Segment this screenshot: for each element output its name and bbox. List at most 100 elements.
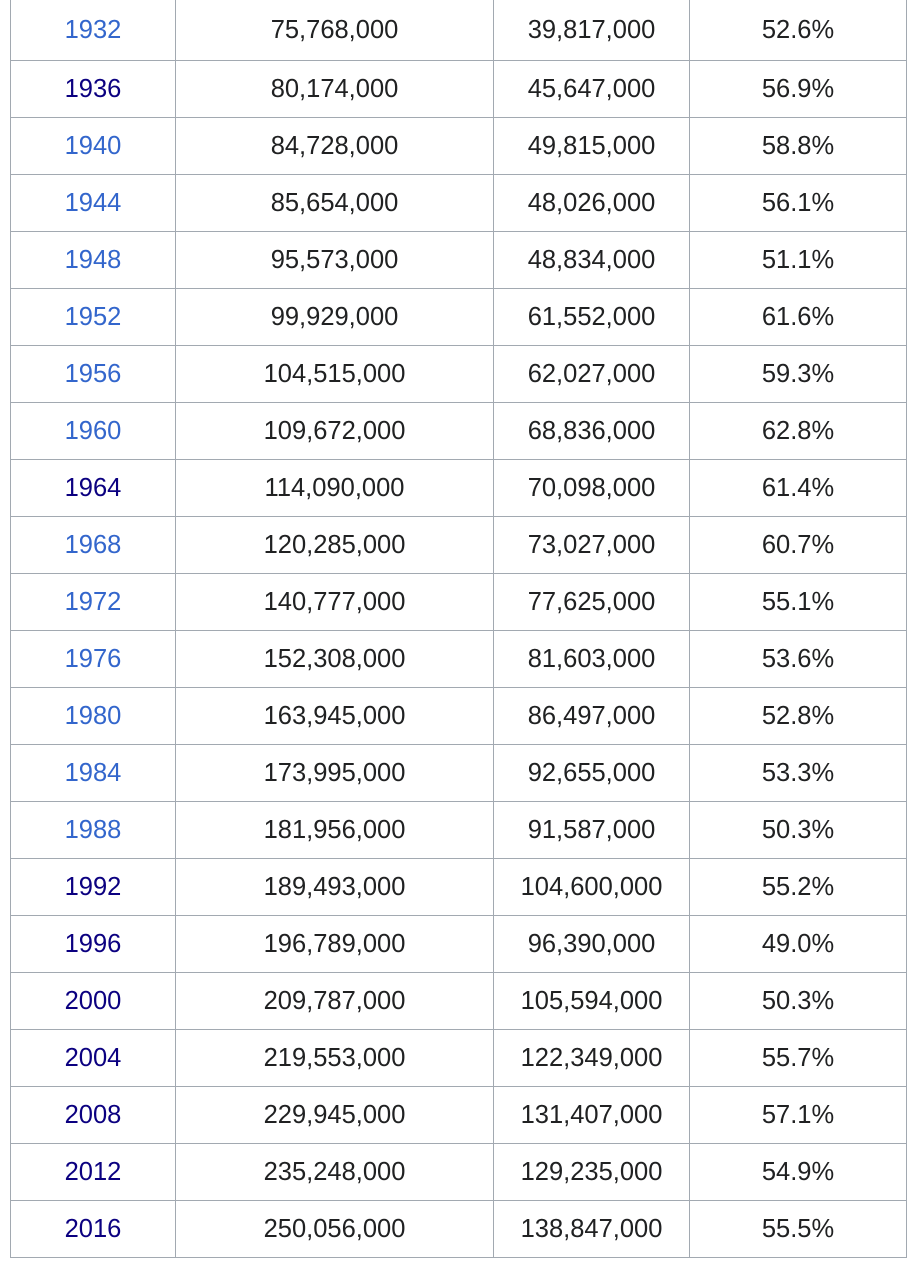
population-cell: 250,056,000 xyxy=(175,1200,494,1258)
year-link[interactable]: 1992 xyxy=(10,858,176,916)
year-link[interactable]: 1940 xyxy=(10,117,176,175)
table-row: 1960 109,672,000 68,836,000 62.8% xyxy=(10,402,907,460)
turnout-cell: 54.9% xyxy=(689,1143,907,1201)
table-row: 1932 75,768,000 39,817,000 52.6% xyxy=(10,0,907,61)
votes-cell: 105,594,000 xyxy=(493,972,690,1030)
turnout-cell: 55.1% xyxy=(689,573,907,631)
votes-cell: 104,600,000 xyxy=(493,858,690,916)
votes-cell: 48,026,000 xyxy=(493,174,690,232)
year-link[interactable]: 1988 xyxy=(10,801,176,859)
population-cell: 152,308,000 xyxy=(175,630,494,688)
votes-cell: 131,407,000 xyxy=(493,1086,690,1144)
table-row: 1952 99,929,000 61,552,000 61.6% xyxy=(10,288,907,346)
turnout-cell: 56.9% xyxy=(689,60,907,118)
turnout-cell: 50.3% xyxy=(689,801,907,859)
population-cell: 181,956,000 xyxy=(175,801,494,859)
table-row: 2008 229,945,000 131,407,000 57.1% xyxy=(10,1086,907,1144)
votes-cell: 73,027,000 xyxy=(493,516,690,574)
year-link[interactable]: 1972 xyxy=(10,573,176,631)
year-link[interactable]: 1984 xyxy=(10,744,176,802)
year-link[interactable]: 2016 xyxy=(10,1200,176,1258)
turnout-cell: 62.8% xyxy=(689,402,907,460)
population-cell: 104,515,000 xyxy=(175,345,494,403)
turnout-cell: 53.6% xyxy=(689,630,907,688)
table-row: 1968 120,285,000 73,027,000 60.7% xyxy=(10,516,907,574)
year-link[interactable]: 1964 xyxy=(10,459,176,517)
votes-cell: 49,815,000 xyxy=(493,117,690,175)
table-row: 1944 85,654,000 48,026,000 56.1% xyxy=(10,174,907,232)
turnout-cell: 59.3% xyxy=(689,345,907,403)
year-link[interactable]: 2012 xyxy=(10,1143,176,1201)
year-link[interactable]: 1996 xyxy=(10,915,176,973)
table-row: 1964 114,090,000 70,098,000 61.4% xyxy=(10,459,907,517)
year-link[interactable]: 2008 xyxy=(10,1086,176,1144)
population-cell: 196,789,000 xyxy=(175,915,494,973)
population-cell: 120,285,000 xyxy=(175,516,494,574)
votes-cell: 48,834,000 xyxy=(493,231,690,289)
year-link[interactable]: 1936 xyxy=(10,60,176,118)
votes-cell: 122,349,000 xyxy=(493,1029,690,1087)
turnout-cell: 55.2% xyxy=(689,858,907,916)
votes-cell: 91,587,000 xyxy=(493,801,690,859)
population-cell: 80,174,000 xyxy=(175,60,494,118)
year-link[interactable]: 1932 xyxy=(10,0,176,61)
year-link[interactable]: 1944 xyxy=(10,174,176,232)
turnout-cell: 61.4% xyxy=(689,459,907,517)
votes-cell: 77,625,000 xyxy=(493,573,690,631)
table-row: 1940 84,728,000 49,815,000 58.8% xyxy=(10,117,907,175)
year-link[interactable]: 2004 xyxy=(10,1029,176,1087)
table-row: 2004 219,553,000 122,349,000 55.7% xyxy=(10,1029,907,1087)
population-cell: 109,672,000 xyxy=(175,402,494,460)
votes-cell: 86,497,000 xyxy=(493,687,690,745)
population-cell: 163,945,000 xyxy=(175,687,494,745)
turnout-cell: 55.7% xyxy=(689,1029,907,1087)
population-cell: 189,493,000 xyxy=(175,858,494,916)
year-link[interactable]: 1980 xyxy=(10,687,176,745)
turnout-cell: 52.8% xyxy=(689,687,907,745)
population-cell: 229,945,000 xyxy=(175,1086,494,1144)
year-link[interactable]: 1952 xyxy=(10,288,176,346)
year-link[interactable]: 2000 xyxy=(10,972,176,1030)
votes-cell: 96,390,000 xyxy=(493,915,690,973)
year-link[interactable]: 1960 xyxy=(10,402,176,460)
votes-cell: 129,235,000 xyxy=(493,1143,690,1201)
table-body: 1932 75,768,000 39,817,000 52.6% 1936 80,174,… xyxy=(10,0,907,1258)
population-cell: 219,553,000 xyxy=(175,1029,494,1087)
table-row: 1980 163,945,000 86,497,000 52.8% xyxy=(10,687,907,745)
turnout-cell: 53.3% xyxy=(689,744,907,802)
turnout-cell: 51.1% xyxy=(689,231,907,289)
table-row: 1988 181,956,000 91,587,000 50.3% xyxy=(10,801,907,859)
table-row: 1936 80,174,000 45,647,000 56.9% xyxy=(10,60,907,118)
votes-cell: 70,098,000 xyxy=(493,459,690,517)
votes-cell: 61,552,000 xyxy=(493,288,690,346)
votes-cell: 81,603,000 xyxy=(493,630,690,688)
votes-cell: 138,847,000 xyxy=(493,1200,690,1258)
table-row: 2012 235,248,000 129,235,000 54.9% xyxy=(10,1143,907,1201)
turnout-cell: 57.1% xyxy=(689,1086,907,1144)
table-row: 2000 209,787,000 105,594,000 50.3% xyxy=(10,972,907,1030)
votes-cell: 39,817,000 xyxy=(493,0,690,61)
votes-cell: 45,647,000 xyxy=(493,60,690,118)
population-cell: 235,248,000 xyxy=(175,1143,494,1201)
votes-cell: 68,836,000 xyxy=(493,402,690,460)
turnout-cell: 50.3% xyxy=(689,972,907,1030)
population-cell: 99,929,000 xyxy=(175,288,494,346)
table-row: 1992 189,493,000 104,600,000 55.2% xyxy=(10,858,907,916)
population-cell: 209,787,000 xyxy=(175,972,494,1030)
population-cell: 75,768,000 xyxy=(175,0,494,61)
year-link[interactable]: 1968 xyxy=(10,516,176,574)
table-row: 1972 140,777,000 77,625,000 55.1% xyxy=(10,573,907,631)
table-row: 1948 95,573,000 48,834,000 51.1% xyxy=(10,231,907,289)
table-row: 1976 152,308,000 81,603,000 53.6% xyxy=(10,630,907,688)
turnout-cell: 56.1% xyxy=(689,174,907,232)
year-link[interactable]: 1956 xyxy=(10,345,176,403)
population-cell: 85,654,000 xyxy=(175,174,494,232)
turnout-cell: 58.8% xyxy=(689,117,907,175)
votes-cell: 62,027,000 xyxy=(493,345,690,403)
year-link[interactable]: 1976 xyxy=(10,630,176,688)
turnout-cell: 55.5% xyxy=(689,1200,907,1258)
table-row: 2016 250,056,000 138,847,000 55.5% xyxy=(10,1200,907,1258)
year-link[interactable]: 1948 xyxy=(10,231,176,289)
population-cell: 140,777,000 xyxy=(175,573,494,631)
